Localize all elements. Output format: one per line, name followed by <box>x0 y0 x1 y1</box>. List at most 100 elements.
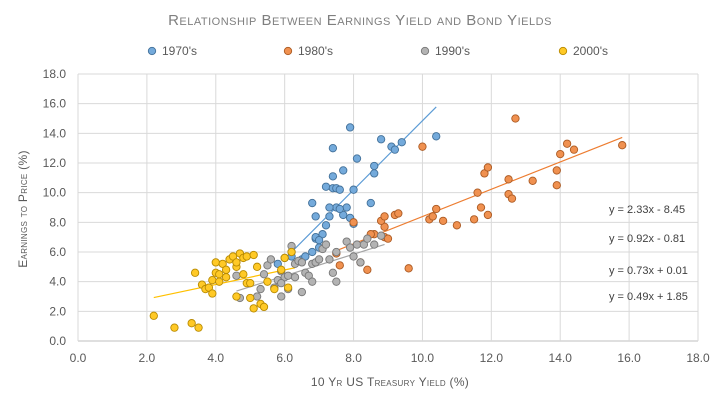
y-tick-label: 0.0 <box>49 334 66 348</box>
data-point <box>311 212 320 221</box>
data-point <box>321 221 331 230</box>
plot-area <box>77 73 699 342</box>
data-point <box>277 265 286 274</box>
data-point <box>335 204 344 214</box>
data-point <box>332 247 341 257</box>
data-point <box>473 188 482 197</box>
data-point <box>438 216 448 226</box>
data-point <box>208 289 217 298</box>
data-point <box>277 278 286 288</box>
data-point <box>149 311 158 320</box>
x-tick-label: 8.0 <box>345 351 362 365</box>
data-point <box>249 304 258 313</box>
data-point <box>345 243 355 252</box>
data-point <box>380 212 389 221</box>
trendline <box>153 267 296 299</box>
data-point <box>332 277 341 286</box>
x-axis-label: 10 Yr US Treasury Yield (%) <box>311 375 469 389</box>
legend-marker <box>420 46 430 56</box>
data-point <box>352 154 362 163</box>
data-point <box>287 247 296 257</box>
data-point <box>187 319 196 328</box>
data-point <box>376 231 386 240</box>
data-point <box>328 172 338 181</box>
data-point <box>280 253 289 263</box>
data-point <box>366 198 375 208</box>
x-tick-label: 4.0 <box>207 351 224 365</box>
data-point <box>297 287 307 297</box>
x-tick-label: 16.0 <box>617 351 641 365</box>
plot-background <box>78 74 698 341</box>
data-point <box>404 264 413 273</box>
data-point <box>370 161 379 171</box>
y-tick-label: 2.0 <box>49 304 66 318</box>
y-tick-label: 4.0 <box>49 275 66 289</box>
legend-marker <box>558 46 568 56</box>
data-point <box>469 215 479 224</box>
data-point <box>335 261 344 270</box>
data-point <box>256 284 265 294</box>
trendline-equation: y = 0.73x + 0.01 <box>609 265 688 277</box>
y-tick-label: 8.0 <box>49 215 66 229</box>
data-point <box>259 270 269 279</box>
data-point <box>308 247 317 257</box>
data-point <box>277 292 286 301</box>
data-point <box>483 163 493 172</box>
data-point <box>270 284 279 294</box>
data-point <box>239 270 248 279</box>
data-point <box>618 141 627 150</box>
y-axis-ticks: 0.0 2.0 4.0 6.0 8.0 10.0 12.0 14.0 16.0 18.0 <box>43 67 67 348</box>
legend-entry: 1970's <box>162 44 197 58</box>
y-tick-label: 12.0 <box>43 156 67 170</box>
series-points <box>332 114 627 274</box>
data-point <box>314 255 324 264</box>
data-point <box>252 262 262 271</box>
data-point <box>308 277 317 286</box>
data-point <box>215 270 224 279</box>
x-tick-label: 18.0 <box>686 351 710 365</box>
data-point <box>394 209 403 218</box>
data-point <box>321 240 331 249</box>
trendline <box>284 106 437 260</box>
data-point <box>283 283 293 292</box>
trendline-equation: y = 2.33x - 8.45 <box>609 204 685 216</box>
legend-entry: 1990's <box>435 44 470 58</box>
data-point <box>246 278 255 288</box>
x-tick-label: 10.0 <box>411 351 435 365</box>
data-point <box>418 142 427 151</box>
legend-marker <box>283 46 293 56</box>
data-point <box>342 203 351 212</box>
data-point <box>562 139 572 148</box>
data-point <box>432 204 441 214</box>
y-tick-label: 14.0 <box>43 126 67 140</box>
data-point <box>242 252 251 261</box>
data-point <box>363 265 372 274</box>
x-tick-label: 2.0 <box>139 351 156 365</box>
data-point <box>363 234 372 243</box>
data-point <box>383 234 393 243</box>
data-point <box>349 252 358 261</box>
data-point <box>345 123 355 132</box>
data-point <box>194 323 203 332</box>
legend-entry: 2000's <box>573 44 608 58</box>
data-point <box>221 273 231 282</box>
y-tick-label: 18.0 <box>43 67 67 81</box>
data-point <box>190 268 200 277</box>
trendline <box>236 243 385 292</box>
data-point <box>511 114 520 123</box>
data-point <box>325 255 334 264</box>
data-point <box>349 185 358 194</box>
y-axis-label: Earnings to Price (%) <box>16 150 30 268</box>
data-point <box>397 138 406 147</box>
data-point <box>308 198 317 208</box>
data-point <box>221 265 231 274</box>
data-point <box>321 182 331 191</box>
data-point <box>263 277 272 286</box>
data-point <box>507 194 517 203</box>
x-tick-label: 0.0 <box>70 351 87 365</box>
data-point <box>483 210 493 220</box>
data-point <box>349 218 358 227</box>
data-point <box>428 212 437 221</box>
data-point <box>476 203 486 212</box>
